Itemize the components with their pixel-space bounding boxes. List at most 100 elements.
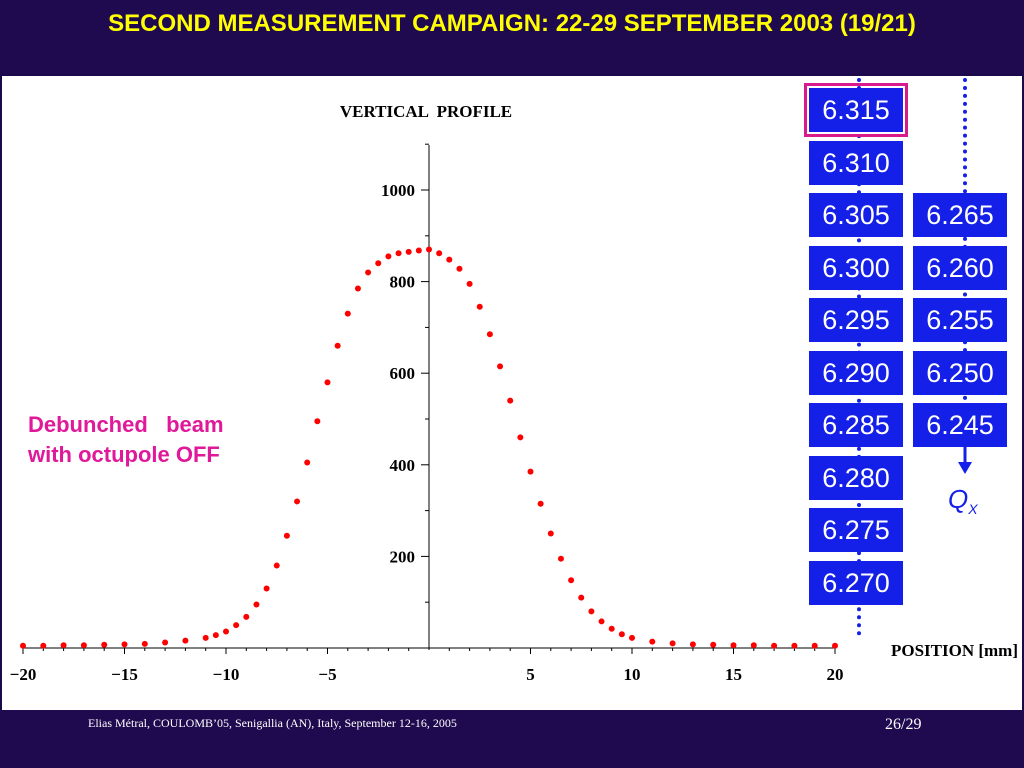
x-tick-label: 5 xyxy=(526,665,535,684)
x-tick-label: 10 xyxy=(624,665,641,684)
data-point xyxy=(689,641,696,648)
qx-tune-6-260: 6.260 xyxy=(913,245,1007,290)
data-point xyxy=(314,418,321,425)
data-point xyxy=(771,642,778,649)
data-point xyxy=(547,530,554,537)
qy-tune-6-270: 6.270 xyxy=(809,560,903,605)
data-point xyxy=(730,642,737,649)
data-point xyxy=(283,532,290,539)
qy-tune-6-285: 6.285 xyxy=(809,403,903,447)
data-point xyxy=(80,642,87,649)
data-point xyxy=(466,280,473,287)
beam-condition-note: Debunched beam with octupole OFF xyxy=(28,412,224,467)
data-point xyxy=(334,342,341,349)
chart-title: VERTICAL PROFILE xyxy=(340,102,512,121)
data-point xyxy=(223,628,229,635)
data-point xyxy=(557,555,564,562)
data-point xyxy=(233,622,240,629)
data-point xyxy=(212,632,219,639)
data-point xyxy=(578,594,585,601)
data-point xyxy=(354,285,361,292)
data-point xyxy=(476,303,483,310)
data-point xyxy=(618,631,625,638)
data-point xyxy=(365,269,372,276)
qx-tune-6-250: 6.250 xyxy=(913,350,1007,395)
data-point xyxy=(669,640,676,647)
y-tick-label: 600 xyxy=(390,364,416,383)
data-point xyxy=(568,577,575,584)
data-point xyxy=(527,468,534,475)
data-point xyxy=(101,641,108,648)
data-point xyxy=(324,379,331,386)
slide-header xyxy=(0,0,1024,74)
y-tick-label: 1000 xyxy=(381,181,415,200)
data-point xyxy=(375,260,382,267)
data-point xyxy=(750,642,757,649)
data-point xyxy=(649,638,656,645)
x-tick-label: −15 xyxy=(111,665,138,684)
data-point xyxy=(385,253,392,260)
data-point xyxy=(811,642,818,649)
qy-tune-6-275: 6.275 xyxy=(809,508,903,552)
qy-tune-6-310: 6.310 xyxy=(809,140,903,185)
data-point xyxy=(243,613,250,620)
data-point xyxy=(456,265,463,272)
qy-tune-6-290: 6.290 xyxy=(809,350,903,395)
data-point xyxy=(517,434,524,441)
data-point xyxy=(273,562,280,569)
x-tick-label: 15 xyxy=(725,665,742,684)
qy-tune-6-280: 6.280 xyxy=(809,455,903,500)
data-point xyxy=(304,459,311,466)
data-point xyxy=(162,639,169,646)
y-tick-label: 200 xyxy=(390,547,416,566)
data-point xyxy=(405,248,412,255)
data-point xyxy=(121,641,128,648)
data-point xyxy=(415,247,422,254)
slide-title: SECOND MEASUREMENT CAMPAIGN: 22-29 SEPTE… xyxy=(108,10,916,37)
data-point xyxy=(710,641,717,648)
data-point xyxy=(537,500,544,507)
data-point xyxy=(426,246,432,253)
data-point xyxy=(791,642,798,649)
data-point xyxy=(446,256,453,263)
qy-tune-6-300: 6.300 xyxy=(809,245,903,290)
data-point xyxy=(598,618,605,625)
data-point xyxy=(253,601,260,608)
data-point xyxy=(832,642,838,649)
data-point xyxy=(344,310,351,317)
data-point xyxy=(60,642,67,649)
data-point xyxy=(486,331,493,338)
qx-tune-6-245: 6.245 xyxy=(913,403,1007,447)
x-axis-label: POSITION [mm] xyxy=(891,641,1018,660)
data-point xyxy=(436,250,443,257)
data-point xyxy=(588,608,595,615)
qy-tune-6-305: 6.305 xyxy=(809,193,903,237)
data-point xyxy=(608,625,615,632)
y-tick-label: 400 xyxy=(390,456,416,475)
x-tick-label: −10 xyxy=(213,665,240,684)
page-number: 26/29 xyxy=(885,716,922,733)
qx-arrow-icon xyxy=(958,446,972,474)
footer-citation: Elias Métral, COULOMB’05, Senigallia (AN… xyxy=(88,716,457,730)
y-tick-label: 800 xyxy=(390,273,416,292)
data-point xyxy=(40,642,47,649)
qy-tune-6-315: 6.315 xyxy=(804,83,908,137)
data-point xyxy=(20,642,26,649)
qy-tune-6-295: 6.295 xyxy=(809,298,903,342)
x-tick-label: 20 xyxy=(827,665,844,684)
data-point xyxy=(395,250,402,257)
data-point xyxy=(202,634,209,641)
data-point xyxy=(141,640,148,647)
x-tick-label: −20 xyxy=(10,665,37,684)
qx-tune-6-255: 6.255 xyxy=(913,298,1007,342)
slide-footer xyxy=(0,710,1024,768)
data-point xyxy=(294,498,301,505)
data-point xyxy=(182,637,189,644)
data-point xyxy=(507,397,514,404)
x-tick-label: −5 xyxy=(318,665,336,684)
qx-tune-6-265: 6.265 xyxy=(913,193,1007,237)
data-point xyxy=(263,585,270,592)
qx-label: QX xyxy=(948,484,978,518)
data-point xyxy=(497,363,504,370)
